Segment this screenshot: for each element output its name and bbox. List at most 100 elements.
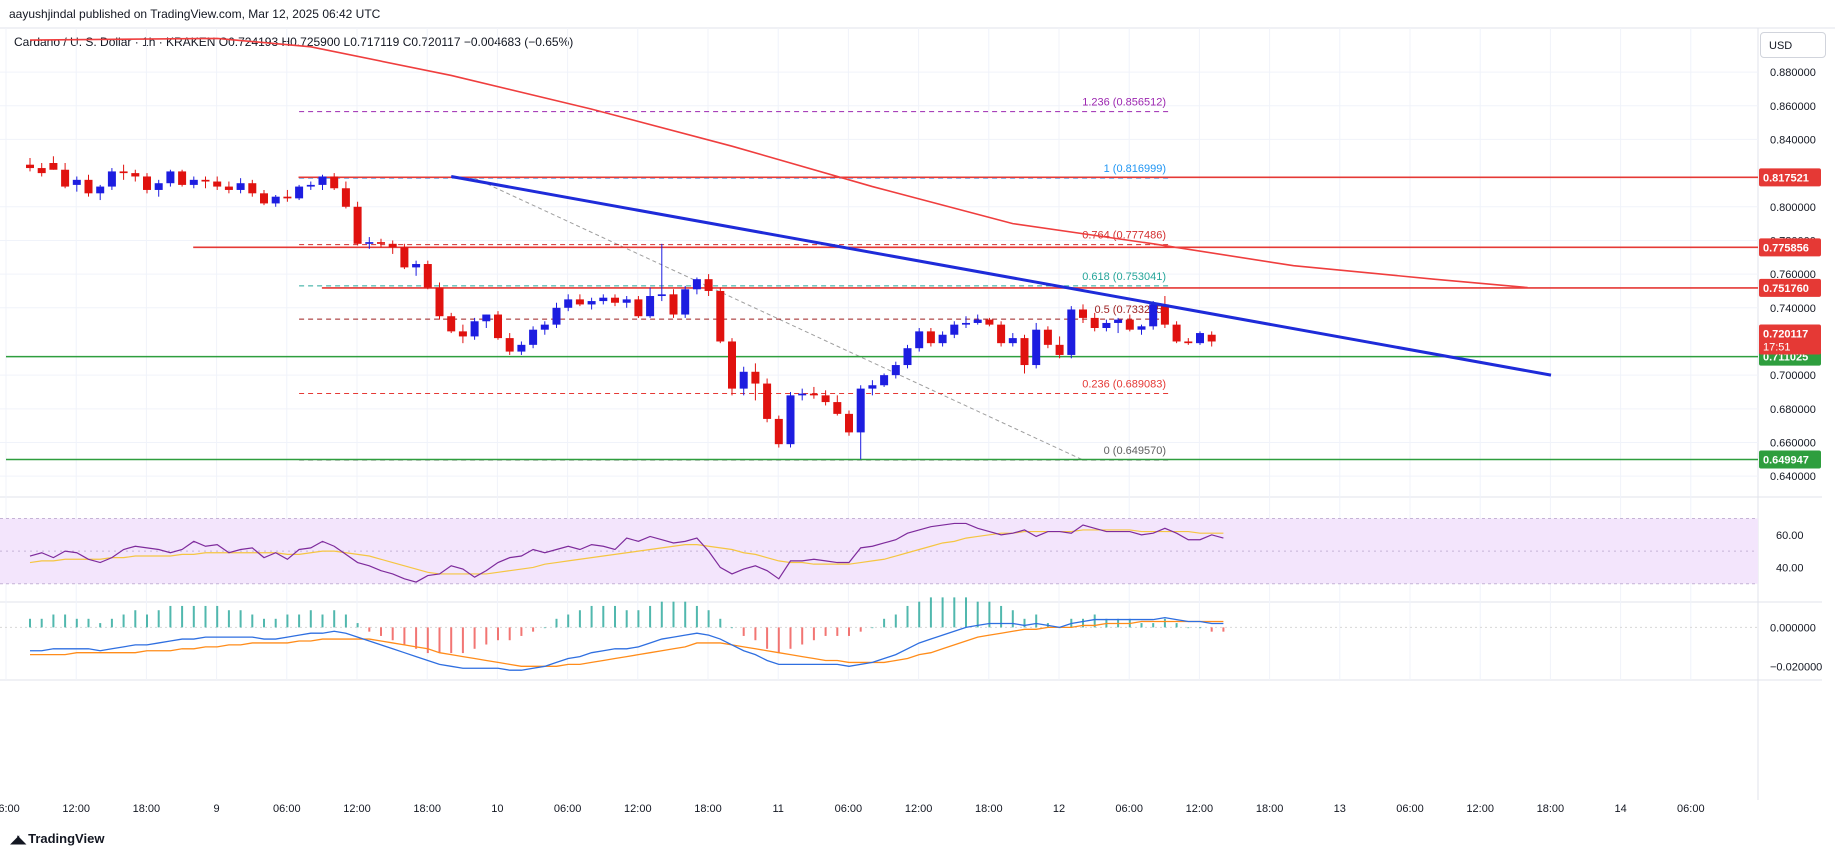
- macd-histogram-bar: [1152, 623, 1155, 628]
- macd-histogram-bar: [742, 627, 745, 636]
- candle-body: [1149, 304, 1158, 327]
- macd-histogram-bar: [695, 605, 698, 628]
- candle-body: [704, 279, 713, 291]
- candle-body: [962, 322, 970, 325]
- candle-body: [856, 388, 865, 433]
- macd-histogram-bar: [1082, 618, 1084, 628]
- current-price-tag: [1759, 324, 1821, 355]
- macd-histogram-bar: [239, 610, 242, 628]
- macd-signal-line: [30, 620, 1224, 667]
- time-tick-label: 06:00: [0, 803, 20, 815]
- publisher-line: aayushjindal published on TradingView.co…: [9, 7, 381, 21]
- macd-histogram-bar: [602, 605, 605, 628]
- macd-histogram-bar: [1199, 627, 1201, 629]
- level-price-tag: [1759, 168, 1821, 187]
- candle-body: [646, 296, 655, 317]
- time-tick-label: 06:00: [1677, 803, 1705, 815]
- macd-histogram-bar: [1035, 614, 1038, 628]
- macd-histogram-bar: [497, 627, 499, 641]
- macd-histogram-bar: [192, 605, 195, 628]
- macd-histogram-bar: [461, 627, 464, 654]
- time-tick-label: 18:00: [1537, 803, 1565, 815]
- time-tick-label: 06:00: [1396, 803, 1424, 815]
- macd-histogram-bar: [637, 610, 640, 628]
- candle-body: [400, 247, 409, 268]
- candle-body: [1020, 338, 1029, 366]
- fib-level-label: 0.618 (0.753041): [1082, 271, 1166, 283]
- candle-body: [985, 319, 994, 325]
- candle-body: [470, 321, 479, 337]
- level-price-label: 0.649947: [1763, 454, 1809, 466]
- macd-tick-label: 0.000000: [1770, 622, 1816, 634]
- candle-body: [728, 341, 736, 389]
- macd-histogram-bar: [391, 627, 394, 641]
- candle-body: [1207, 334, 1216, 342]
- macd-histogram-bar: [1011, 610, 1014, 628]
- candle-body: [1090, 317, 1099, 329]
- macd-histogram-bar: [836, 627, 839, 636]
- macd-histogram-bar: [1222, 627, 1225, 632]
- macd-histogram-bar: [766, 627, 769, 649]
- trend-line: [450, 175, 1552, 377]
- currency-button[interactable]: USD: [1760, 32, 1826, 58]
- candle-body: [72, 179, 81, 185]
- time-tick-label: 13: [1334, 803, 1346, 815]
- candle-body: [458, 331, 467, 337]
- candle-body: [1055, 344, 1064, 355]
- countdown-label: 17:51: [1763, 341, 1791, 353]
- candle-body: [1079, 309, 1087, 318]
- macd-histogram-bar: [263, 618, 265, 628]
- time-tick-label: 12:00: [343, 803, 371, 815]
- candle-body: [447, 316, 456, 332]
- candle-body: [1032, 329, 1041, 366]
- macd-histogram-bar: [1175, 623, 1178, 628]
- candle-body: [49, 163, 58, 170]
- macd-histogram-bar: [649, 605, 652, 628]
- candle-body: [260, 193, 268, 204]
- level-price-tag: [1759, 238, 1821, 257]
- macd-histogram-bar: [99, 623, 102, 628]
- candle-body: [1125, 319, 1134, 330]
- candle-body: [751, 371, 760, 384]
- candle-body: [611, 297, 619, 303]
- candle-body: [716, 290, 725, 342]
- candle-body: [833, 402, 842, 414]
- macd-histogram-bar: [134, 610, 137, 628]
- rsi-tick-label: 60.00: [1776, 530, 1804, 542]
- candle-body: [915, 331, 924, 349]
- candle-body: [224, 186, 233, 190]
- macd-histogram-bar: [75, 618, 78, 628]
- rsi-line: [29, 522, 1224, 583]
- price-tick-label: 0.840000: [1770, 134, 1816, 146]
- macd-histogram-bar: [543, 627, 546, 629]
- macd-histogram-bar: [52, 614, 55, 628]
- candle-body: [903, 348, 912, 366]
- macd-histogram-bar: [450, 627, 453, 654]
- fib-level-label: 0.236 (0.689083): [1082, 379, 1166, 391]
- candle-body: [1137, 326, 1146, 330]
- macd-histogram-bar: [508, 627, 511, 641]
- macd-histogram-bar: [520, 627, 523, 636]
- candle-body: [107, 171, 116, 187]
- candle-body: [131, 173, 140, 177]
- macd-histogram-bar: [625, 610, 628, 628]
- macd-histogram-bar: [1000, 605, 1003, 628]
- macd-histogram-bar: [965, 597, 967, 628]
- macd-histogram-bar: [29, 618, 31, 628]
- candle-body: [318, 176, 327, 185]
- time-tick-label: 12:00: [905, 803, 933, 815]
- tradingview-logo[interactable]: ◢◣ TradingView: [10, 831, 104, 846]
- candle-body: [669, 294, 678, 315]
- candle-body: [891, 365, 900, 376]
- macd-histogram-bar: [1187, 627, 1190, 629]
- macd-histogram-bar: [286, 614, 289, 628]
- candle-body: [505, 338, 514, 352]
- candle-body: [26, 164, 34, 169]
- macd-histogram-bar: [344, 614, 347, 628]
- sma-200-line: [29, 37, 1528, 289]
- macd-histogram-bar: [906, 605, 909, 628]
- brand-label: TradingView: [28, 831, 105, 846]
- macd-histogram-bar: [122, 614, 125, 628]
- candle-body: [84, 179, 93, 194]
